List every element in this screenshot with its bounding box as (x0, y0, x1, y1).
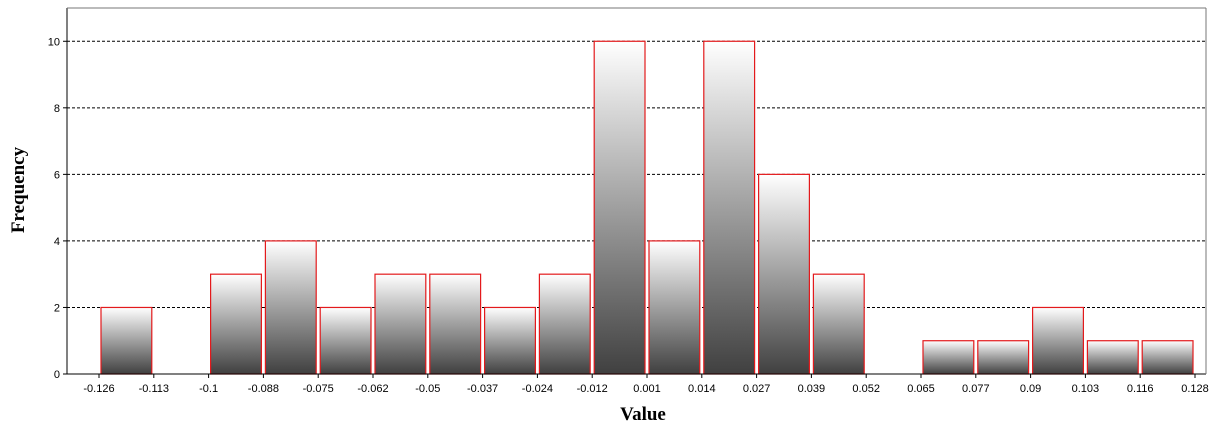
x-tick-label-11: 0.014 (688, 383, 716, 395)
bar-19 (1141, 340, 1194, 375)
bar-12 (757, 173, 810, 375)
y-tick-label-4: 4 (54, 236, 60, 248)
bar-0 (100, 306, 153, 375)
x-tick-label-5: -0.062 (357, 383, 388, 395)
bar-13 (812, 273, 865, 375)
x-tick-label-10: 0.001 (633, 383, 661, 395)
bar-3 (264, 240, 317, 375)
x-tick-label-3: -0.088 (248, 383, 279, 395)
x-tick-label-0: -0.126 (83, 383, 114, 395)
bar-10 (648, 240, 701, 375)
bar-11 (703, 40, 756, 375)
y-tick-label-10: 10 (48, 36, 60, 48)
y-tick-label-2: 2 (54, 302, 60, 314)
x-tick-label-18: 0.103 (1072, 383, 1100, 395)
y-tick-label-8: 8 (54, 103, 60, 115)
bar-15 (922, 340, 975, 375)
bar-4 (319, 306, 372, 375)
bar-16 (977, 340, 1030, 375)
x-tick-label-4: -0.075 (303, 383, 334, 395)
x-tick-label-8: -0.024 (522, 383, 553, 395)
x-tick-label-2: -0.1 (199, 383, 218, 395)
bars (100, 40, 1194, 375)
x-tick-label-17: 0.09 (1020, 383, 1041, 395)
x-tick-label-19: 0.116 (1127, 383, 1154, 395)
y-axis-title: Frequency (8, 146, 29, 233)
bar-6 (429, 273, 482, 375)
x-tick-label-14: 0.052 (852, 383, 880, 395)
bar-17 (1031, 306, 1084, 375)
bar-18 (1086, 340, 1139, 375)
x-tick-label-7: -0.037 (467, 383, 498, 395)
y-tick-label-6: 6 (54, 169, 60, 181)
x-tick-label-16: 0.077 (962, 383, 990, 395)
x-tick-label-15: 0.065 (907, 383, 935, 395)
x-tick-label-6: -0.05 (415, 383, 440, 395)
bar-5 (374, 273, 427, 375)
bar-7 (484, 306, 537, 375)
y-tick-label-0: 0 (54, 369, 60, 381)
tick-labels: 0 2 4 6 8 10 -0.126 -0.113 -0.1 -0.088 -0.075 -0.06… (48, 36, 1209, 395)
bar-2 (210, 273, 263, 375)
bar-9 (593, 40, 646, 375)
x-tick-label-20: 0.128 (1181, 383, 1209, 395)
bar-8 (538, 273, 591, 375)
x-tick-label-12: 0.027 (743, 383, 771, 395)
x-tick-label-1: -0.113 (139, 383, 169, 395)
x-tick-label-9: -0.012 (577, 383, 608, 395)
x-axis-title: Value (620, 404, 666, 425)
x-tick-label-13: 0.039 (798, 383, 826, 395)
axes (63, 7, 1207, 378)
